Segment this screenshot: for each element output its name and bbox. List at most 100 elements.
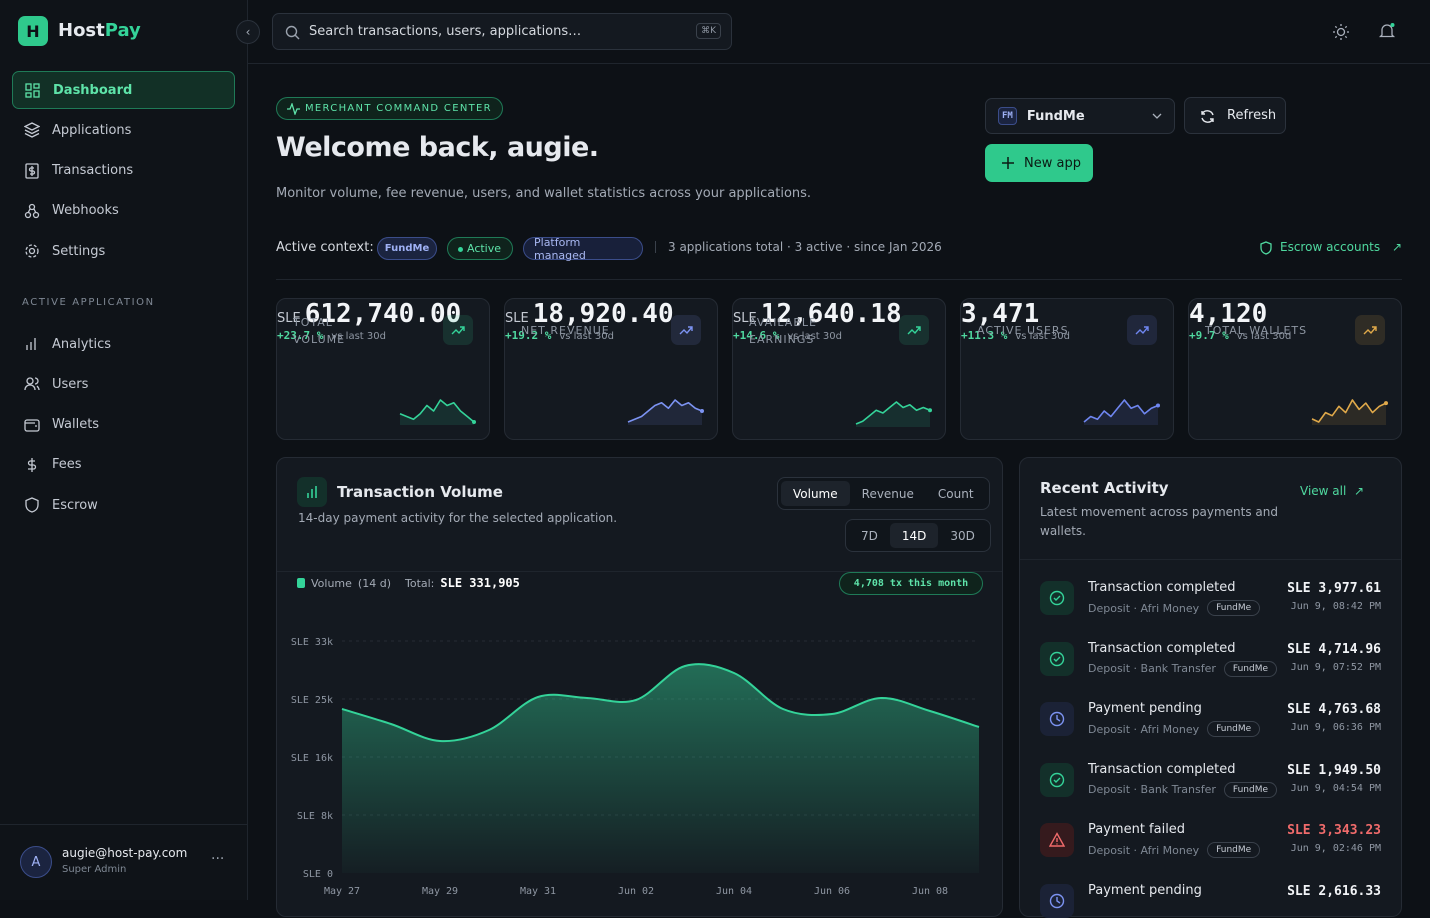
legend-swatch xyxy=(297,578,305,588)
app-code: FM xyxy=(998,107,1017,125)
activity-title: Recent Activity xyxy=(1040,479,1169,497)
sparkline-line xyxy=(399,399,475,423)
activity-title: Transaction completed xyxy=(1088,580,1236,595)
segment[interactable]: Volume xyxy=(781,481,850,506)
stat-compare: vs last 30d xyxy=(1236,331,1292,342)
chart-legend: Volume (14 d) Total: SLE 331,905 xyxy=(297,576,520,590)
activity-title: Payment pending xyxy=(1088,701,1202,716)
stat-number: 612,740.00 xyxy=(304,299,462,329)
nav-item[interactable]: Escrow xyxy=(12,486,235,524)
activity-meta: Deposit · Afri Money FundMe xyxy=(1088,842,1261,858)
activity-meta-text: Deposit · Afri Money xyxy=(1088,601,1200,615)
x-tick-label: Jun 02 xyxy=(618,886,654,897)
activity-amount: SLE 1,949.50 xyxy=(1287,762,1381,778)
nav-item[interactable]: Analytics xyxy=(12,325,235,363)
user-role: Super Admin xyxy=(62,864,127,875)
sparkline-line xyxy=(1083,399,1159,423)
escrow-link-text: Escrow accounts xyxy=(1280,240,1381,254)
activity-icon xyxy=(1040,823,1074,857)
stat-change: +19.2 % vs last 30d xyxy=(505,329,717,342)
hero-badge-text: MERCHANT COMMAND CENTER xyxy=(305,103,492,114)
collapse-button[interactable]: ‹ xyxy=(236,20,260,44)
x-tick-label: Jun 06 xyxy=(814,886,850,897)
stat-compare: vs last 30d xyxy=(331,331,386,342)
nav-item[interactable]: Dashboard xyxy=(12,71,235,109)
activity-tag: FundMe xyxy=(1207,600,1261,616)
view-all[interactable]: View all ↗ xyxy=(1300,484,1364,498)
activity-time: Jun 9, 04:54 PM xyxy=(1290,782,1381,794)
sparkline xyxy=(1311,399,1388,425)
activity-time: Jun 9, 02:46 PM xyxy=(1290,843,1381,854)
stat-number: 18,920.40 xyxy=(532,299,674,329)
x-tick-label: May 27 xyxy=(324,886,360,897)
nav-section: ACTIVE APPLICATION xyxy=(22,297,155,308)
notifications[interactable] xyxy=(1378,22,1396,40)
activity-icon xyxy=(1040,883,1074,918)
nav-item[interactable]: Wallets xyxy=(12,406,235,444)
app-select[interactable]: FM FundMe xyxy=(985,98,1175,134)
stat-value: 4,120 xyxy=(1189,299,1401,329)
stat-number: 3,471 xyxy=(961,299,1040,329)
activity-meta: Deposit · Bank Transfer FundMe xyxy=(1088,781,1278,798)
sparkline-end xyxy=(928,408,932,413)
total-label: Total: xyxy=(404,576,435,590)
sparkline-line xyxy=(855,401,931,425)
new-app-button[interactable]: New app xyxy=(985,144,1093,182)
stat-icon xyxy=(671,315,701,345)
nav-item[interactable]: Transactions xyxy=(12,152,235,190)
sparkline-end xyxy=(472,420,476,424)
theme-toggle[interactable] xyxy=(1332,23,1350,41)
stat-change-value: +11.3 % xyxy=(961,329,1008,342)
context-chip: FundMe xyxy=(377,237,437,260)
chart-subtitle: 14-day payment activity for the selected… xyxy=(298,511,618,525)
sparkline-area xyxy=(856,402,930,427)
y-tick-label: SLE 0 xyxy=(303,869,333,880)
stat-card: NET REVENUE SLE 18,920.40 +19.2 % vs last 30… xyxy=(504,298,718,440)
context-chip-text: Active xyxy=(466,242,502,255)
refresh-button[interactable]: Refresh xyxy=(1184,97,1286,134)
stat-icon xyxy=(1127,315,1157,345)
sparkline xyxy=(1083,399,1160,425)
stat-compare: vs last 30d xyxy=(787,331,842,342)
activity-meta-text: Deposit · Afri Money xyxy=(1088,722,1200,736)
context-summary: 3 applications total · 3 active · since … xyxy=(668,240,942,254)
activity-tag: FundMe xyxy=(1223,781,1278,798)
segment[interactable]: 30D xyxy=(950,528,975,543)
y-tick-label: SLE 25k xyxy=(291,695,333,706)
avatar: A xyxy=(20,846,52,878)
sparkline-area xyxy=(1084,400,1158,425)
total-value: SLE 331,905 xyxy=(440,576,520,590)
stat-change: +9.7 % vs last 30d xyxy=(1189,329,1401,342)
sparkline xyxy=(855,401,932,427)
nav-item[interactable]: Fees xyxy=(12,446,235,484)
nav-item[interactable]: Webhooks xyxy=(12,192,235,230)
stat-change-value: +23.7 % xyxy=(277,329,324,342)
nav-item[interactable]: Settings xyxy=(12,232,235,270)
activity-icon xyxy=(1040,641,1074,676)
area xyxy=(342,664,979,873)
stat-compare: vs last 30d xyxy=(1015,331,1070,342)
nav-item[interactable]: Applications xyxy=(12,111,235,149)
segment[interactable]: Count xyxy=(937,486,974,501)
segment[interactable]: Revenue xyxy=(861,486,914,501)
brand-b: Pay xyxy=(104,20,141,41)
brand-a: Host xyxy=(58,20,105,41)
search-box[interactable]: Search transactions, users, applications… xyxy=(272,13,732,50)
user-menu[interactable]: ··· xyxy=(211,851,225,867)
segment[interactable]: 14D xyxy=(889,523,939,548)
stat-card: TOTAL WALLETS 4,120 +9.7 % vs last 30d xyxy=(1188,298,1402,440)
activity-amount: SLE 4,763.68 xyxy=(1287,702,1381,717)
stat-change-value: +19.2 % xyxy=(505,329,552,342)
sparkline-area xyxy=(628,400,702,425)
escrow-link[interactable]: Escrow accounts ↗ xyxy=(1260,240,1402,255)
stat-card: ACTIVE USERS 3,471 +11.3 % vs last 30d xyxy=(960,298,1174,440)
segment[interactable]: 7D xyxy=(861,528,878,543)
search-icon xyxy=(285,25,300,40)
y-tick-label: SLE 8k xyxy=(297,811,333,822)
stat-change-value: +14.6 % xyxy=(733,329,780,342)
stat-value: SLE 612,740.00 xyxy=(277,299,489,329)
context-chip: Active xyxy=(447,237,513,260)
legend-name: Volume xyxy=(311,576,352,590)
nav-item[interactable]: Users xyxy=(12,365,235,403)
